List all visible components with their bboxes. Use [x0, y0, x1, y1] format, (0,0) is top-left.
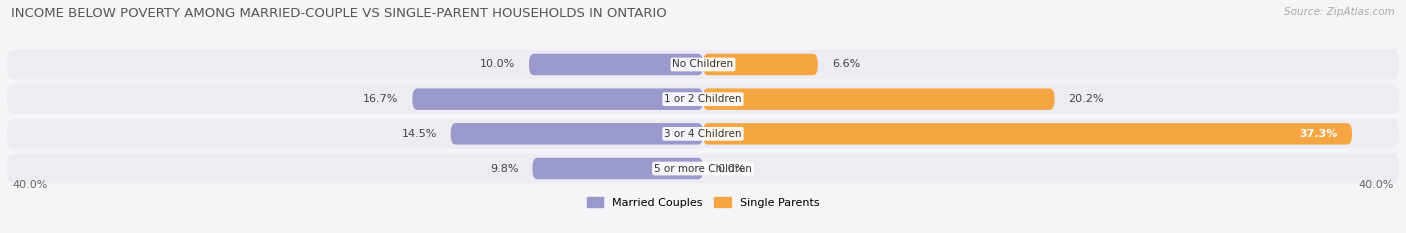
Text: 5 or more Children: 5 or more Children: [654, 164, 752, 174]
Text: 37.3%: 37.3%: [1299, 129, 1339, 139]
Text: 16.7%: 16.7%: [363, 94, 398, 104]
FancyBboxPatch shape: [533, 158, 703, 179]
Text: 10.0%: 10.0%: [479, 59, 515, 69]
FancyBboxPatch shape: [412, 88, 703, 110]
FancyBboxPatch shape: [7, 50, 1399, 79]
Text: 14.5%: 14.5%: [402, 129, 437, 139]
Text: No Children: No Children: [672, 59, 734, 69]
FancyBboxPatch shape: [703, 54, 818, 75]
Text: 0.0%: 0.0%: [717, 164, 745, 174]
Text: INCOME BELOW POVERTY AMONG MARRIED-COUPLE VS SINGLE-PARENT HOUSEHOLDS IN ONTARIO: INCOME BELOW POVERTY AMONG MARRIED-COUPL…: [11, 7, 666, 20]
FancyBboxPatch shape: [7, 154, 1399, 183]
Legend: Married Couples, Single Parents: Married Couples, Single Parents: [582, 193, 824, 212]
FancyBboxPatch shape: [703, 88, 1054, 110]
Text: 3 or 4 Children: 3 or 4 Children: [664, 129, 742, 139]
FancyBboxPatch shape: [451, 123, 703, 145]
Text: 20.2%: 20.2%: [1069, 94, 1104, 104]
FancyBboxPatch shape: [703, 123, 1353, 145]
Text: 40.0%: 40.0%: [13, 180, 48, 190]
Text: 9.8%: 9.8%: [491, 164, 519, 174]
Text: 1 or 2 Children: 1 or 2 Children: [664, 94, 742, 104]
FancyBboxPatch shape: [7, 119, 1399, 149]
Text: 6.6%: 6.6%: [832, 59, 860, 69]
Text: 40.0%: 40.0%: [1358, 180, 1393, 190]
Text: Source: ZipAtlas.com: Source: ZipAtlas.com: [1284, 7, 1395, 17]
FancyBboxPatch shape: [529, 54, 703, 75]
FancyBboxPatch shape: [7, 84, 1399, 114]
